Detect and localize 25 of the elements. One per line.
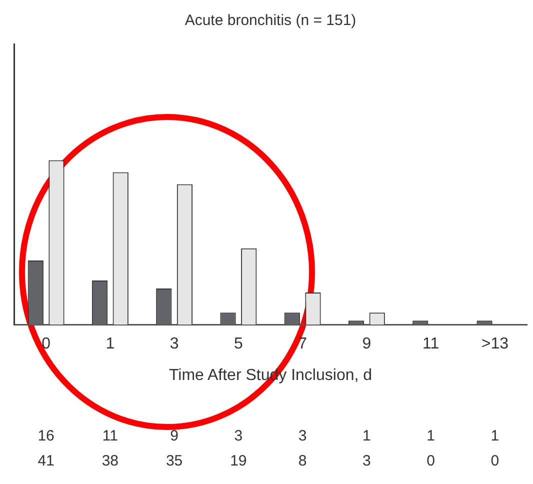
x-tick-label: 0 <box>42 336 51 353</box>
data-label: 3 <box>362 452 371 470</box>
x-tick-label: >13 <box>481 336 509 353</box>
data-label: 11 <box>102 428 118 445</box>
data-label: 1 <box>426 428 435 445</box>
x-tick-label: 7 <box>298 336 308 353</box>
data-label: 3 <box>298 428 307 445</box>
data-label: 0 <box>426 452 435 470</box>
data-label: 41 <box>38 452 54 470</box>
chart-title: Acute bronchitis (n = 151) <box>184 12 356 30</box>
data-label: 9 <box>170 428 178 445</box>
data-label: 3 <box>234 428 243 445</box>
data-label: 35 <box>166 452 183 470</box>
data-label: 8 <box>298 452 307 470</box>
x-tick-label: 1 <box>106 336 115 353</box>
data-label: 38 <box>102 452 119 470</box>
data-label: 1 <box>362 428 371 445</box>
x-tick-label: 3 <box>170 336 179 353</box>
x-tick-label: 11 <box>422 336 440 353</box>
data-label: 16 <box>38 428 54 445</box>
data-label: 0 <box>490 452 500 470</box>
data-label: 1 <box>490 428 500 445</box>
x-tick-label: 5 <box>234 336 243 353</box>
data-label: 19 <box>230 452 247 470</box>
x-tick-label: 9 <box>362 336 372 353</box>
